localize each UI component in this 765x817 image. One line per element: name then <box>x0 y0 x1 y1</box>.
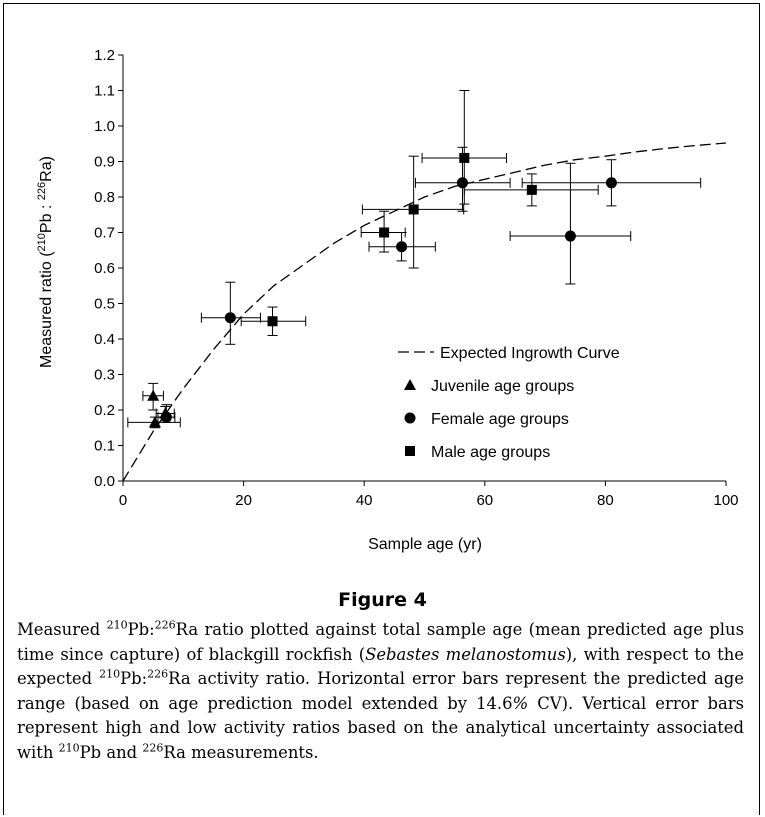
axes: 0.0 0.1 0.2 0.3 0.4 0.5 0.6 0.7 0.8 0.9 1.0 1.1 1.2 0… <box>94 47 738 509</box>
y-tick-label: 1.0 <box>94 118 115 135</box>
y-tick-label: 0.5 <box>94 296 115 313</box>
y-axis-label: Measured ratio (210Pb : 226Ra) <box>36 156 55 368</box>
circle-marker <box>456 177 468 189</box>
x-tick-label: 100 <box>713 492 738 509</box>
x-tick-label: 40 <box>356 492 373 509</box>
legend: Expected Ingrowth Curve Juvenile age grou… <box>398 345 620 461</box>
y-tick-label: 0.8 <box>94 189 115 206</box>
y-tick-label: 0.6 <box>94 260 115 277</box>
legend-label-square: Male age groups <box>431 444 550 461</box>
square-data-point <box>360 210 406 253</box>
y-tick-label: 0.4 <box>94 331 115 348</box>
square-marker <box>379 227 390 238</box>
y-tick-label: 0.3 <box>94 367 115 384</box>
y-tick-label: 0.9 <box>94 154 115 171</box>
circle-data-point <box>414 146 511 212</box>
x-tick-label: 60 <box>476 492 493 509</box>
triangle-data-point <box>142 382 164 411</box>
square-marker <box>459 152 470 163</box>
circle-marker <box>396 241 408 253</box>
circle-data-point <box>521 159 702 207</box>
x-tick-label: 0 <box>119 492 127 509</box>
y-tick-label: 0.2 <box>94 402 115 419</box>
circle-data-point <box>509 162 632 285</box>
circle-data-point <box>157 404 176 423</box>
y-tick-label: 1.2 <box>94 47 115 64</box>
square-data-point <box>240 306 307 336</box>
triangle-marker <box>148 416 161 428</box>
circle-data-point <box>368 232 436 262</box>
circle-marker <box>224 312 236 324</box>
square-data-point <box>463 173 599 207</box>
legend-triangle-marker <box>404 379 416 390</box>
square-marker <box>526 184 537 195</box>
circle-marker <box>605 177 617 189</box>
triangle-marker <box>147 389 160 401</box>
ingrowth-curve-layer <box>122 142 727 482</box>
figure-title: Figure 4 <box>338 589 427 611</box>
y-tick-label: 0.7 <box>94 225 115 242</box>
legend-label-curve: Expected Ingrowth Curve <box>440 345 620 362</box>
square-marker <box>408 204 419 215</box>
square-marker <box>267 316 278 327</box>
legend-label-triangle: Juvenile age groups <box>431 378 574 395</box>
x-tick-label: 80 <box>597 492 614 509</box>
legend-label-circle: Female age groups <box>431 411 569 428</box>
circle-marker <box>160 411 172 423</box>
x-tick-label: 20 <box>235 492 252 509</box>
x-axis-label: Sample age (yr) <box>368 536 482 553</box>
legend-circle-marker <box>404 412 416 424</box>
y-tick-label: 0.0 <box>94 473 115 490</box>
square-data-point <box>361 155 465 269</box>
figure-caption: Measured 210Pb:226Ra ratio plotted again… <box>17 618 744 762</box>
legend-square-marker <box>405 446 415 456</box>
y-tick-label: 1.1 <box>94 83 115 100</box>
species-name: Sebastes melanostomus <box>365 644 566 664</box>
expected-ingrowth-curve <box>122 142 727 482</box>
circle-marker <box>564 230 576 242</box>
y-tick-label: 0.1 <box>94 438 115 455</box>
circle-data-point <box>200 281 261 345</box>
triangle-data-point <box>127 416 181 429</box>
data-points-layer <box>127 90 702 429</box>
figure-frame <box>3 3 760 815</box>
scatter-chart: 0.0 0.1 0.2 0.3 0.4 0.5 0.6 0.7 0.8 0.9 1.0 1.1 1.2 0… <box>36 47 739 553</box>
